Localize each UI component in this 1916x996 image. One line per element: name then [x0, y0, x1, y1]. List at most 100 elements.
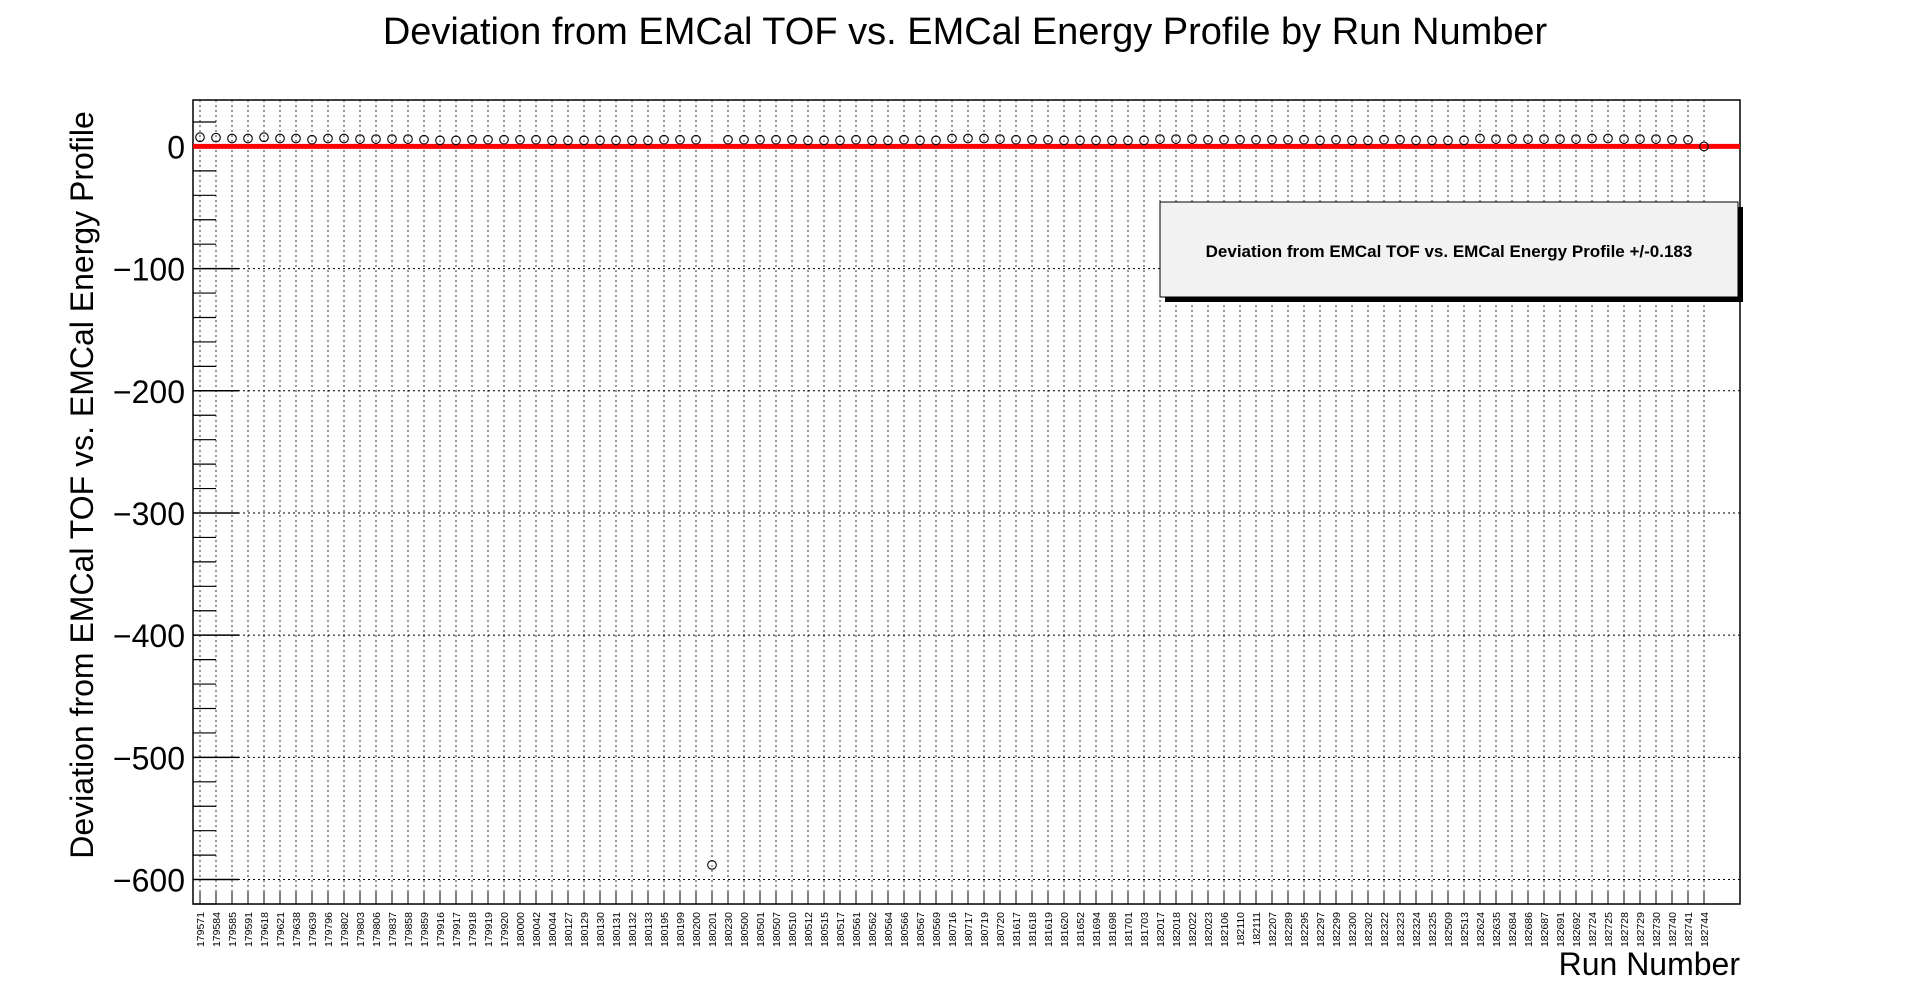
data-point [1635, 134, 1645, 144]
x-tick-label: 180042 [531, 912, 543, 947]
x-tick-label: 182686 [1523, 912, 1535, 947]
x-tick-label: 181703 [1139, 912, 1151, 947]
x-tick-label: 179920 [499, 912, 511, 947]
data-point [563, 135, 573, 146]
data-point [419, 134, 429, 145]
data-point [1523, 134, 1533, 144]
x-tick-label: 182207 [1267, 912, 1279, 947]
x-axis-ticks: 179571 179584 179585 179591 179618 179621 1796… [195, 892, 1711, 947]
data-point [1315, 135, 1325, 146]
x-tick-label: 180562 [867, 912, 879, 947]
y-tick-label: −200 [113, 374, 185, 410]
data-point [259, 132, 269, 143]
data-point [595, 135, 605, 146]
x-tick-label: 180230 [723, 912, 735, 947]
x-tick-label: 180564 [883, 912, 895, 947]
data-point [1395, 134, 1405, 145]
y-tick-label: −300 [113, 496, 185, 532]
data-points [195, 132, 1709, 870]
x-tick-label: 180517 [835, 912, 847, 947]
data-point [435, 135, 445, 146]
x-tick-label: 180719 [979, 912, 991, 947]
x-tick-label: 180515 [819, 912, 831, 947]
data-point [1171, 134, 1181, 144]
data-point [291, 133, 301, 144]
data-point [323, 133, 333, 144]
x-tick-label: 180195 [659, 912, 671, 947]
data-point [1459, 135, 1469, 146]
x-tick-label: 182724 [1587, 912, 1599, 947]
x-tick-label: 182299 [1331, 912, 1343, 947]
data-point [1427, 135, 1437, 146]
x-tick-label: 181698 [1107, 912, 1119, 947]
data-point [771, 134, 781, 145]
data-point [851, 134, 861, 145]
x-tick-label: 180717 [963, 912, 975, 947]
x-tick-label: 182691 [1555, 912, 1567, 947]
data-point [483, 134, 493, 145]
data-point [627, 135, 637, 146]
x-tick-label: 182635 [1491, 912, 1503, 947]
x-tick-label: 180507 [771, 912, 783, 947]
x-tick-label: 182297 [1315, 912, 1327, 947]
data-point [307, 134, 317, 145]
y-tick-label: −600 [113, 863, 185, 899]
y-tick-label: −400 [113, 618, 185, 654]
x-tick-label: 180130 [595, 912, 607, 947]
x-tick-label: 180510 [787, 912, 799, 947]
x-tick-label: 180133 [643, 912, 655, 947]
data-point [979, 133, 989, 144]
data-point [947, 133, 957, 144]
data-point [1283, 134, 1293, 145]
data-point [1683, 134, 1693, 145]
x-tick-label: 179916 [435, 912, 447, 947]
data-point [1619, 134, 1629, 144]
x-tick-label: 180132 [627, 912, 639, 947]
data-point [1331, 134, 1341, 145]
data-point [1299, 134, 1309, 145]
data-point [1155, 134, 1165, 144]
x-tick-label: 179919 [483, 912, 495, 947]
data-point [1075, 135, 1085, 146]
data-point [275, 133, 285, 144]
x-tick-label: 180569 [931, 912, 943, 947]
data-point [739, 134, 749, 145]
x-tick-label: 180129 [579, 912, 591, 947]
data-point [1043, 134, 1053, 145]
x-tick-label: 179584 [211, 912, 223, 947]
x-tick-label: 182300 [1347, 912, 1359, 947]
x-tick-label: 179571 [195, 912, 207, 947]
data-point [1363, 135, 1373, 146]
data-point [1667, 134, 1677, 145]
plot-frame [192, 99, 1741, 905]
data-point [579, 135, 589, 146]
data-point [867, 135, 877, 146]
x-tick-label: 182322 [1379, 912, 1391, 947]
data-point [659, 134, 669, 145]
x-tick-label: 179618 [259, 912, 271, 947]
x-tick-label: 182295 [1299, 912, 1311, 947]
data-point [1251, 134, 1261, 145]
x-tick-label: 180000 [515, 912, 527, 947]
data-point [803, 135, 813, 146]
data-point [1347, 135, 1357, 146]
x-tick-label: 180200 [691, 912, 703, 947]
x-tick-label: 182023 [1203, 912, 1215, 947]
data-point [243, 133, 253, 144]
y-axis-label: Deviation from EMCal TOF vs. EMCal Energ… [64, 111, 100, 858]
x-tick-label: 180566 [899, 912, 911, 947]
x-tick-label: 182106 [1219, 912, 1231, 947]
data-point [403, 134, 413, 144]
data-point [1091, 135, 1101, 146]
x-tick-label: 179917 [451, 912, 463, 947]
data-point [1651, 134, 1661, 144]
x-tick-label: 182692 [1571, 912, 1583, 947]
data-point [1475, 133, 1485, 144]
data-point [899, 134, 909, 145]
x-tick-label: 182323 [1395, 912, 1407, 947]
x-tick-label: 182324 [1411, 912, 1423, 947]
data-point [467, 134, 477, 145]
x-tick-label: 182289 [1283, 912, 1295, 947]
data-point [1491, 134, 1501, 144]
